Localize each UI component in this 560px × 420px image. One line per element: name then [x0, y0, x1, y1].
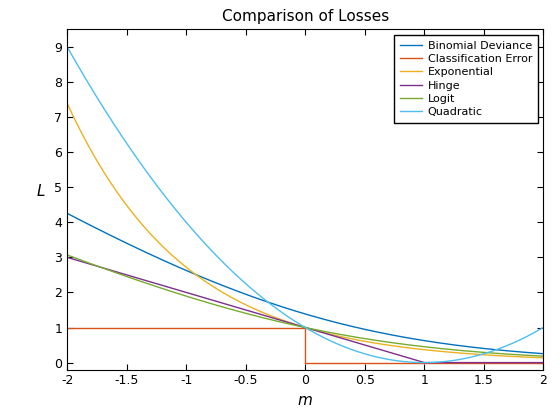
Quadratic [283, 313, 290, 318]
Legend: Binomial Deviance, Classification Error, Exponential, Hinge, Logit, Quadratic: Binomial Deviance, Classification Error,… [394, 35, 538, 123]
Quadratic [540, 325, 547, 330]
Hinge [526, 360, 533, 365]
Quadratic [421, 360, 427, 365]
Hinge [295, 323, 302, 328]
Hinge [421, 360, 428, 365]
Classification Error [534, 360, 541, 365]
Classification Error [415, 360, 422, 365]
Hinge [283, 319, 290, 324]
Classification Error [431, 360, 437, 365]
Quadratic [526, 333, 533, 338]
Logit [295, 323, 302, 328]
Binomial Deviance [295, 310, 302, 315]
X-axis label: $\mathit{m}$: $\mathit{m}$ [297, 393, 313, 408]
Logit [88, 261, 95, 266]
Line: Logit: Logit [67, 255, 543, 356]
Exponential [88, 149, 95, 154]
Hinge [540, 360, 547, 365]
Line: Binomial Deviance: Binomial Deviance [67, 213, 543, 354]
Quadratic [64, 45, 71, 50]
Title: Comparison of Losses: Comparison of Losses [222, 9, 389, 24]
Hinge [64, 255, 71, 260]
Exponential [540, 355, 547, 360]
Binomial Deviance [540, 351, 547, 356]
Classification Error [540, 360, 547, 365]
Exponential [283, 319, 290, 324]
Logit [438, 346, 445, 351]
Classification Error [444, 360, 450, 365]
Classification Error [302, 360, 309, 365]
Logit [283, 321, 290, 326]
Binomial Deviance [88, 223, 95, 228]
Hinge [88, 262, 95, 267]
Binomial Deviance [526, 350, 533, 355]
Quadratic [88, 86, 95, 91]
Classification Error [497, 360, 503, 365]
Binomial Deviance [64, 211, 71, 216]
Logit [64, 252, 71, 257]
Exponential [526, 355, 533, 360]
Classification Error [416, 360, 423, 365]
Hinge [439, 360, 446, 365]
Exponential [295, 323, 302, 328]
Line: Hinge: Hinge [67, 257, 543, 362]
Exponential [64, 101, 71, 106]
Logit [540, 354, 547, 359]
Logit [526, 353, 533, 358]
Quadratic [439, 359, 446, 364]
Exponential [526, 355, 533, 360]
Line: Quadratic: Quadratic [67, 47, 543, 362]
Y-axis label: $\mathit{L}$: $\mathit{L}$ [36, 184, 45, 199]
Hinge [526, 360, 533, 365]
Exponential [438, 349, 445, 354]
Binomial Deviance [438, 341, 445, 346]
Quadratic [526, 333, 533, 338]
Binomial Deviance [283, 306, 290, 311]
Logit [526, 353, 533, 358]
Line: Exponential: Exponential [67, 103, 543, 358]
Quadratic [295, 321, 302, 326]
Binomial Deviance [526, 350, 533, 355]
